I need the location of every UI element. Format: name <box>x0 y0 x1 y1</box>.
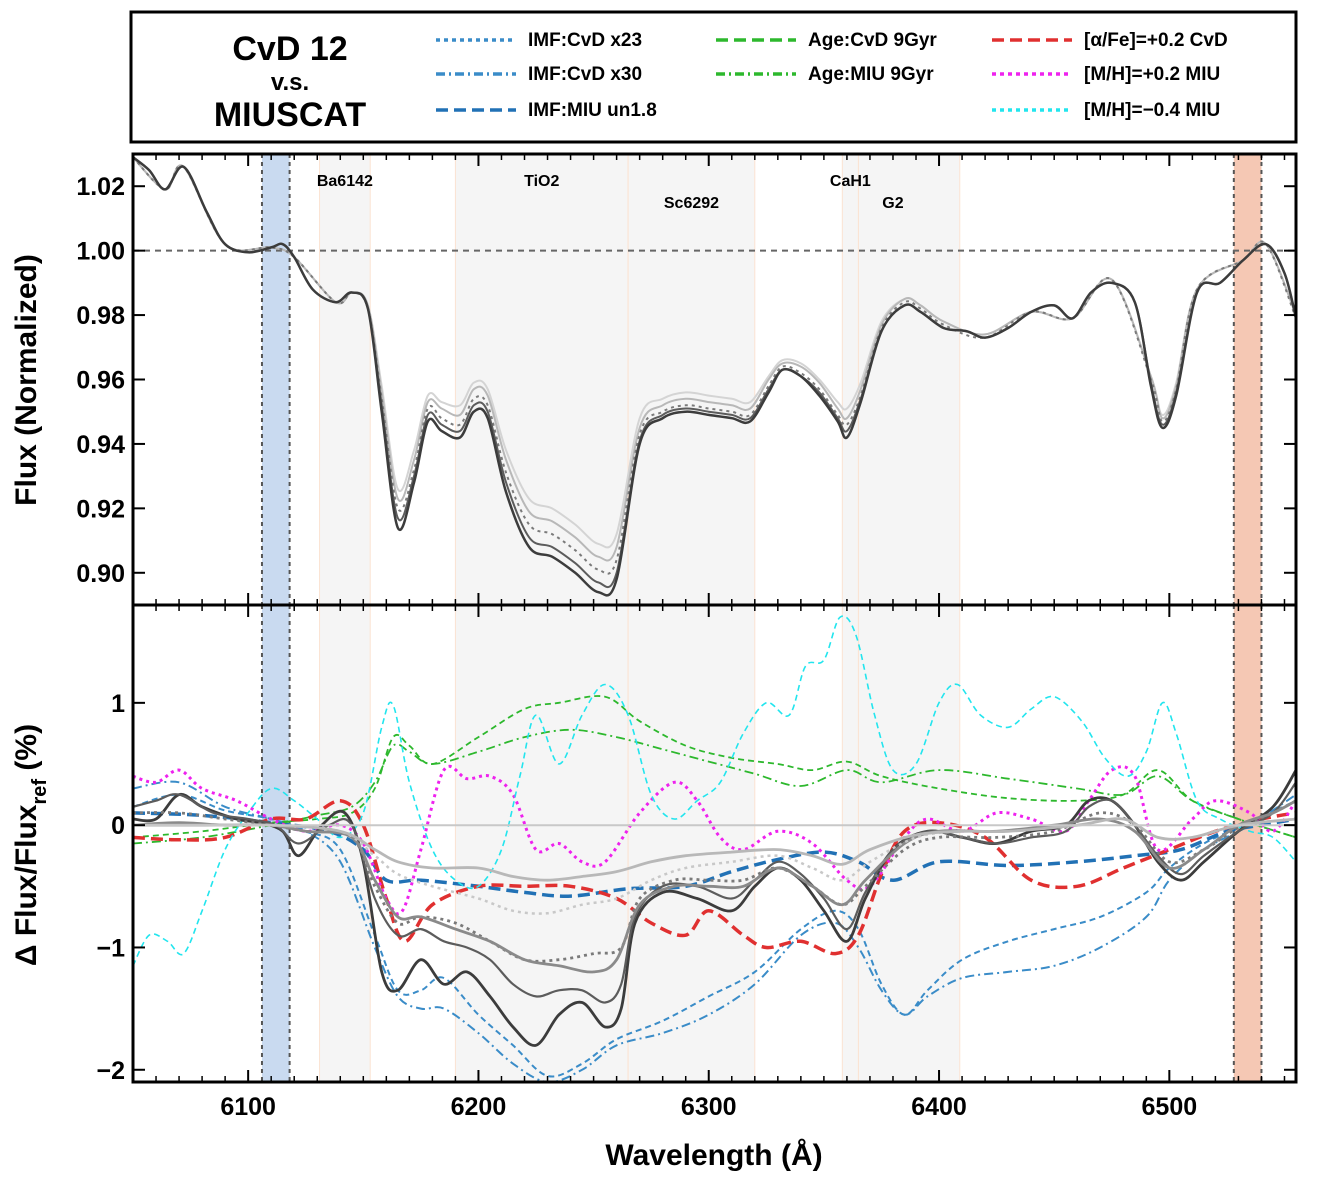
index-band <box>841 153 859 606</box>
y-tick-label: −1 <box>96 934 125 962</box>
residual-line <box>132 799 1297 974</box>
x-tick-label: 6300 <box>681 1093 737 1121</box>
y-tick-label: 0.98 <box>76 302 125 330</box>
y-tick-label: 0.94 <box>76 431 125 459</box>
continuum-band-blue <box>261 154 290 605</box>
x-tick-label: 6500 <box>1142 1093 1198 1121</box>
y-tick-label: 0 <box>111 812 125 840</box>
residual-line <box>132 728 1297 845</box>
y-tick-label: −2 <box>96 1057 125 1085</box>
index-band <box>857 153 961 606</box>
y-tick-label: 0.90 <box>76 560 125 588</box>
band-label: Ba6142 <box>317 173 373 190</box>
continuum-band-red <box>1233 605 1262 1082</box>
x-tick-label: 6200 <box>451 1093 507 1121</box>
legend-label: [M/H]=+0.2 MIU <box>1084 64 1220 85</box>
band-label: CaH1 <box>830 173 871 190</box>
band-label: Sc6292 <box>664 195 719 212</box>
band-label: TiO2 <box>524 173 559 190</box>
y-tick-label: 0.92 <box>76 495 125 523</box>
legend-label: IMF:CvD x23 <box>528 30 642 51</box>
residual-line <box>132 780 1297 1084</box>
top-y-axis-title: Flux (Normalized) <box>10 254 43 506</box>
index-band <box>319 153 371 606</box>
legend-label: [α/Fe]=+0.2 CvD <box>1084 30 1228 51</box>
index-band <box>454 153 629 606</box>
legend-frame <box>129 10 1298 144</box>
legend-label: Age:CvD 9Gyr <box>808 30 937 51</box>
index-band <box>857 604 961 1083</box>
legend-title-line3: MIUSCAT <box>214 96 367 134</box>
y-tick-label: 1.00 <box>76 238 125 266</box>
legend-label: IMF:MIU un1.8 <box>528 100 657 121</box>
continuum-band-blue <box>261 605 290 1082</box>
x-tick-label: 6100 <box>220 1093 276 1121</box>
index-band <box>627 604 756 1083</box>
residual-line <box>132 781 1297 1004</box>
residual-line <box>132 793 1297 1078</box>
residual-line <box>132 764 1298 916</box>
band-label: G2 <box>882 195 903 212</box>
y-tick-label: 1.02 <box>76 173 125 201</box>
bottom-y-axis-title-sub: ref <box>29 779 51 805</box>
legend-title-line2: v.s. <box>271 69 309 96</box>
bottom-panel-frame <box>131 603 1298 1084</box>
legend-label: Age:MIU 9Gyr <box>808 64 934 85</box>
x-axis-title: Wavelength (Å) <box>605 1139 822 1172</box>
legend-label: IMF:CvD x30 <box>528 64 642 85</box>
residual-line <box>132 695 1297 839</box>
bottom-y-axis-title: Δ Flux/Fluxref (%) <box>10 724 51 966</box>
y-tick-label: 1 <box>111 690 125 718</box>
x-tick-label: 6400 <box>911 1093 967 1121</box>
index-band <box>454 604 629 1083</box>
index-band <box>627 153 756 606</box>
residual-line <box>133 817 1297 882</box>
legend-entries: IMF:CvD x23 IMF:CvD x30 IMF:MIU un1.8 Age:C… <box>436 30 1228 121</box>
legend-label: [M/H]=−0.4 MIU <box>1084 100 1220 121</box>
top-panel: Ba6142 TiO2 Sc6292 CaH1 G2 0.90 0.92 0.94 0.96 0.… <box>76 152 1298 607</box>
y-tick-label: 0.96 <box>76 367 125 395</box>
index-band <box>841 604 859 1083</box>
bottom-panel: 6100 6200 6300 6400 6500 −2 −1 0 1 <box>96 603 1298 1121</box>
bottom-y-axis-title-end: (%) <box>10 724 43 779</box>
residual-line <box>132 798 1297 956</box>
continuum-band-red <box>1233 154 1262 605</box>
bottom-y-axis-title-main: Δ Flux/Flux <box>10 804 43 966</box>
legend-title-line1: CvD 12 <box>232 30 347 68</box>
flux-spectrum-line <box>132 156 1298 597</box>
